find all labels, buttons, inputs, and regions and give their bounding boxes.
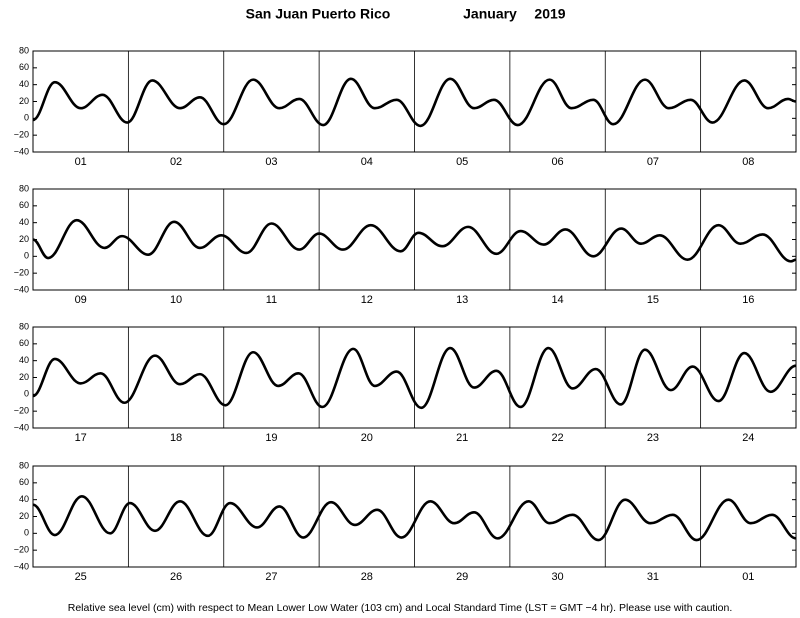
day-label: 09 [75, 294, 87, 306]
y-tick-label: 20 [19, 372, 29, 382]
day-label: 14 [551, 294, 563, 306]
tide-line [32, 346, 797, 410]
day-label: 12 [361, 294, 373, 306]
day-label: 05 [456, 156, 468, 168]
y-tick-label: 80 [19, 321, 29, 331]
y-tick-label: −20 [14, 130, 29, 140]
y-tick-label: 60 [19, 200, 29, 210]
y-tick-label: 40 [19, 79, 29, 89]
day-label: 13 [456, 294, 468, 306]
day-label: 30 [551, 571, 563, 583]
day-label: 17 [75, 432, 87, 444]
y-tick-label: −40 [14, 422, 29, 432]
day-label: 22 [551, 432, 563, 444]
y-tick-label: 80 [19, 183, 29, 193]
y-tick-label: −40 [14, 561, 29, 571]
y-tick-label: −40 [14, 146, 29, 156]
day-label: 07 [647, 156, 659, 168]
y-tick-label: 0 [24, 389, 29, 399]
y-tick-label: 80 [19, 45, 29, 55]
day-label: 31 [647, 571, 659, 583]
day-label: 03 [265, 156, 277, 168]
day-label: 19 [265, 432, 277, 444]
y-tick-label: −40 [14, 284, 29, 294]
y-tick-label: 60 [19, 62, 29, 72]
day-label: 25 [75, 571, 87, 583]
day-label: 28 [361, 571, 373, 583]
y-tick-label: 0 [24, 528, 29, 538]
y-tick-label: 60 [19, 338, 29, 348]
y-tick-label: 20 [19, 96, 29, 106]
day-label: 10 [170, 294, 182, 306]
day-label: 02 [170, 156, 182, 168]
day-label: 11 [266, 294, 277, 306]
tide-line [32, 494, 797, 542]
tide-line [32, 218, 797, 263]
y-tick-label: 60 [19, 477, 29, 487]
title-year: 2019 [534, 6, 565, 22]
y-tick-label: 20 [19, 234, 29, 244]
tide-line [32, 77, 797, 128]
y-tick-label: 40 [19, 494, 29, 504]
y-tick-label: 40 [19, 355, 29, 365]
day-label: 26 [170, 571, 182, 583]
day-label: 24 [742, 432, 754, 444]
title-location: San Juan Puerto Rico [246, 6, 391, 22]
day-label: 21 [456, 432, 468, 444]
day-label: 08 [742, 156, 754, 168]
day-label: 27 [265, 571, 277, 583]
y-tick-label: −20 [14, 545, 29, 555]
footnote: Relative sea level (cm) with respect to … [68, 602, 733, 614]
day-label: 01 [75, 156, 87, 168]
day-label: 20 [361, 432, 373, 444]
day-label: 15 [647, 294, 659, 306]
y-tick-label: 20 [19, 511, 29, 521]
day-label: 18 [170, 432, 182, 444]
y-tick-label: −20 [14, 268, 29, 278]
title-month: January [463, 6, 517, 22]
y-tick-label: 0 [24, 251, 29, 261]
y-tick-label: 0 [24, 113, 29, 123]
y-tick-label: 80 [19, 460, 29, 470]
day-label: 23 [647, 432, 659, 444]
y-tick-label: −20 [14, 406, 29, 416]
day-label: 04 [361, 156, 373, 168]
day-label: 16 [742, 294, 754, 306]
y-tick-label: 40 [19, 217, 29, 227]
day-label: 06 [551, 156, 563, 168]
day-label: 01 [742, 571, 754, 583]
day-label: 29 [456, 571, 468, 583]
